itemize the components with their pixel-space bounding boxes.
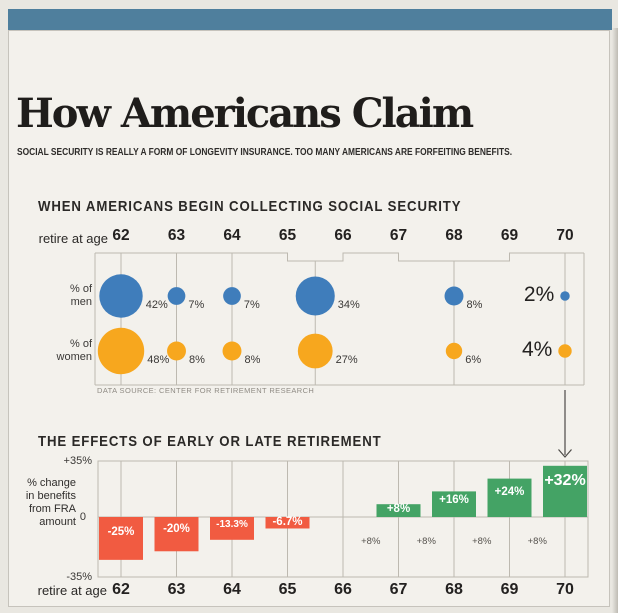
chart1-source: DATA SOURCE: CENTER FOR RETIREMENT RESEA… (97, 386, 315, 395)
masthead-bar (8, 9, 612, 30)
chart1-x-axis-label: retire at age (38, 231, 108, 246)
page-title: How Americans Claim (16, 90, 474, 137)
chart2-x-axis-label: retire at age (37, 583, 107, 598)
chart2-title: THE EFFECTS OF EARLY OR LATE RETIREMENT (38, 433, 382, 450)
page-subtitle: SOCIAL SECURITY IS REALLY A FORM OF LONG… (17, 146, 513, 158)
chart1-title: WHEN AMERICANS BEGIN COLLECTING SOCIAL S… (38, 198, 462, 215)
scan-edge-shadow (612, 28, 618, 613)
